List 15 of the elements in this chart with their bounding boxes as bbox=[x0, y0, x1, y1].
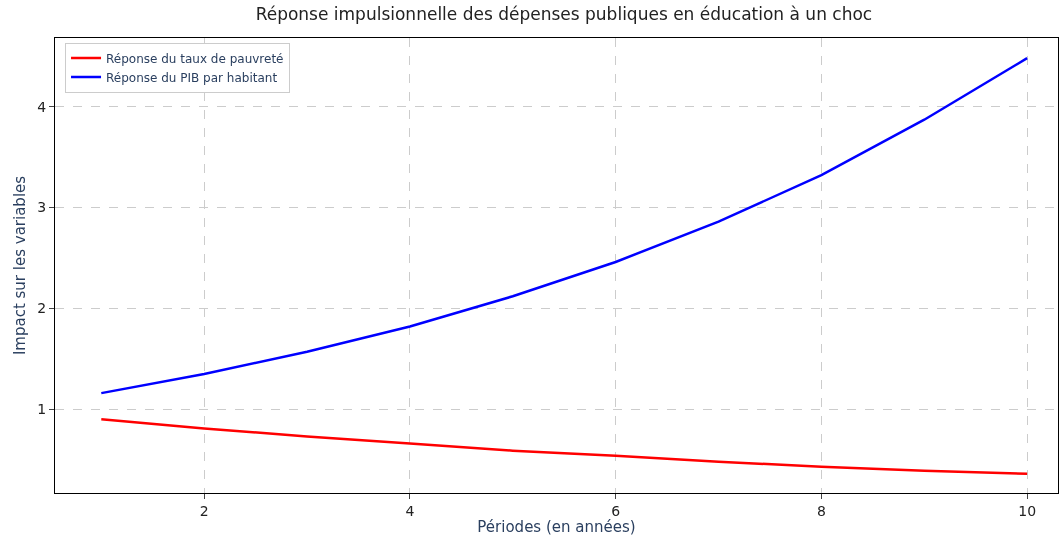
x-tick-label: 10 bbox=[1018, 502, 1037, 519]
x-tick-label: 2 bbox=[199, 502, 209, 519]
x-axis-title: Périodes (en années) bbox=[477, 518, 636, 536]
x-tick-label: 4 bbox=[405, 502, 415, 519]
y-axis-title: Impact sur les variables bbox=[10, 175, 29, 356]
legend-label: Réponse du taux de pauvreté bbox=[106, 51, 284, 66]
y-tick-label: 3 bbox=[37, 199, 47, 216]
x-tick-label: 6 bbox=[611, 502, 621, 519]
y-tick-label: 4 bbox=[37, 98, 47, 115]
y-tick-label: 1 bbox=[37, 401, 47, 418]
line-series bbox=[100, 418, 1029, 476]
legend-label: Réponse du PIB par habitant bbox=[106, 70, 278, 85]
chart-title: Réponse impulsionnelle des dépenses publiques en éducation à un choc bbox=[255, 3, 873, 24]
x-tick-label: 8 bbox=[816, 502, 826, 519]
y-tick-label: 2 bbox=[37, 300, 47, 317]
